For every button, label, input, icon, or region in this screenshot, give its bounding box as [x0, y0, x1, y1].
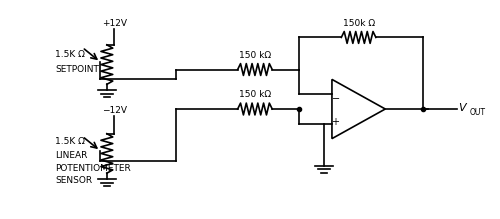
Text: 1.5K Ω: 1.5K Ω: [55, 50, 85, 59]
Text: 1.5K Ω: 1.5K Ω: [55, 137, 85, 146]
Text: LINEAR: LINEAR: [55, 151, 88, 160]
Text: POTENTIOMETER: POTENTIOMETER: [55, 164, 131, 173]
Text: $V$: $V$: [458, 101, 468, 113]
Text: OUT: OUT: [470, 108, 486, 117]
Text: 150k Ω: 150k Ω: [342, 19, 374, 28]
Text: 150 kΩ: 150 kΩ: [239, 51, 271, 60]
Text: +12V: +12V: [102, 19, 126, 28]
Text: SENSOR: SENSOR: [55, 176, 92, 185]
Text: 150 kΩ: 150 kΩ: [239, 90, 271, 99]
Text: SETPOINT: SETPOINT: [55, 65, 99, 74]
Text: $-$: $-$: [332, 92, 340, 102]
Text: $+$: $+$: [332, 116, 340, 127]
Text: −12V: −12V: [102, 106, 126, 115]
